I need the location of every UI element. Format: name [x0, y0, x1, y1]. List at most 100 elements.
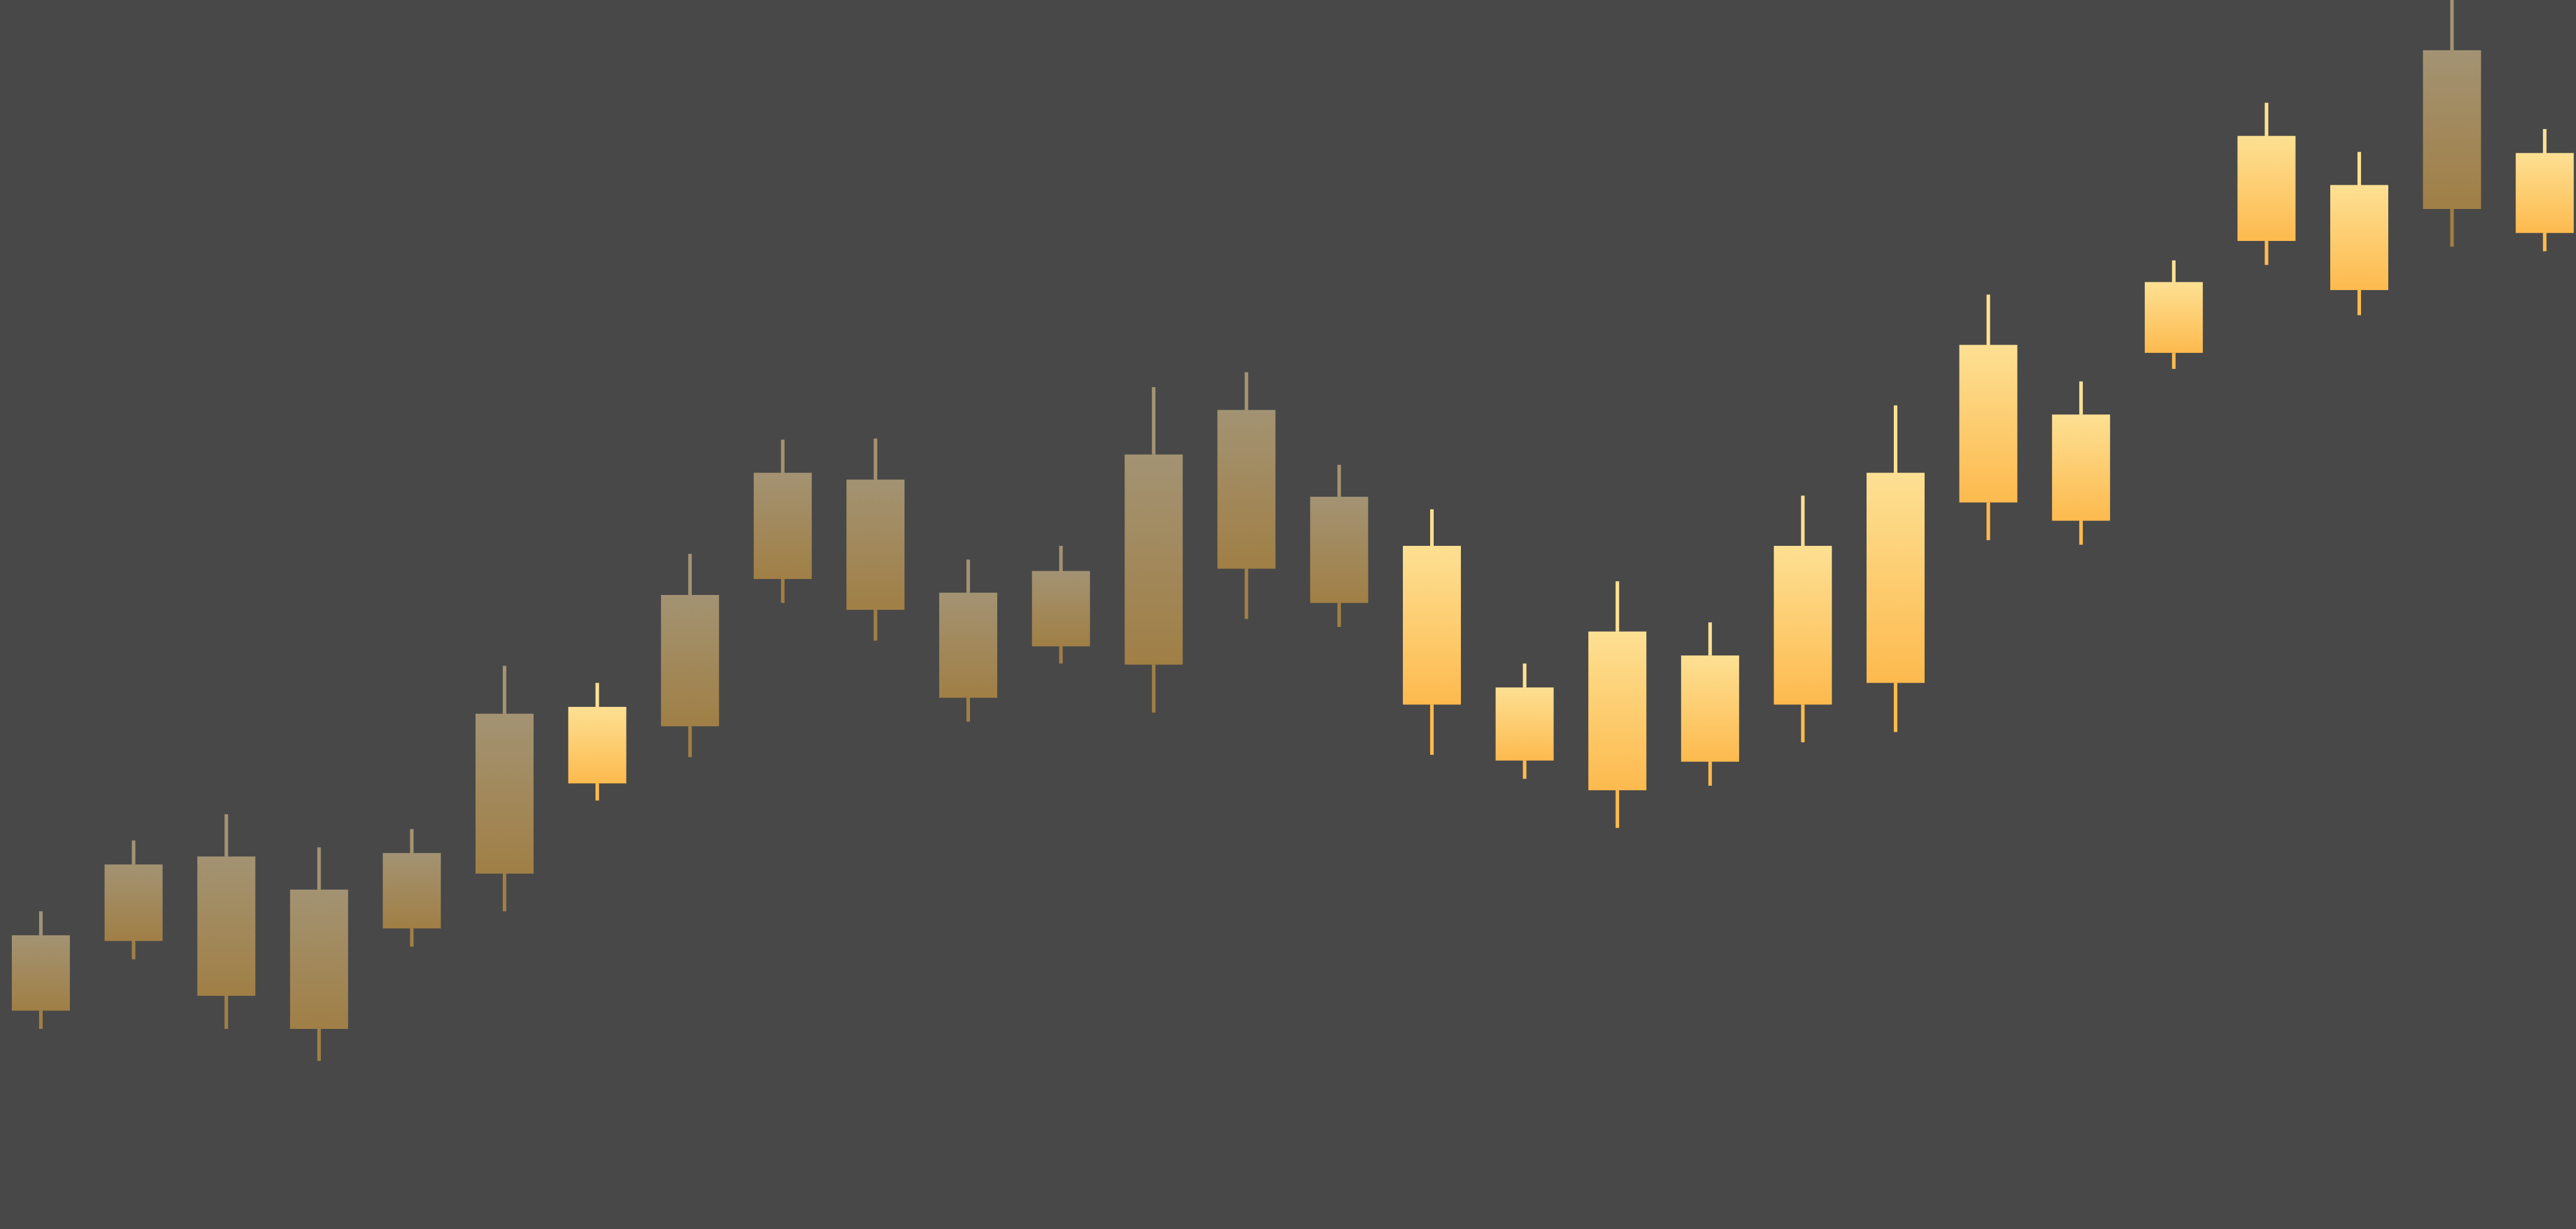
candle-upper-wick: [780, 439, 785, 473]
candle: [568, 683, 627, 801]
candle: [197, 814, 256, 1029]
candle-lower-wick: [1708, 761, 1712, 786]
candle: [104, 840, 163, 960]
candle-body: [2423, 50, 2481, 210]
candle-body: [1310, 497, 1369, 603]
candle: [1217, 372, 1276, 619]
candle: [2052, 381, 2111, 545]
candle: [661, 554, 720, 757]
candle: [2516, 128, 2574, 252]
candle-upper-wick: [131, 840, 136, 865]
candle-lower-wick: [1152, 664, 1156, 713]
candle-lower-wick: [1337, 603, 1341, 628]
candle: [1032, 546, 1090, 664]
candle-upper-wick: [1615, 581, 1620, 632]
candle-body: [104, 864, 163, 941]
candle: [1310, 465, 1369, 628]
candle-lower-wick: [410, 928, 414, 947]
candle-body: [2330, 185, 2388, 290]
candle-upper-wick: [873, 438, 878, 480]
candle-upper-wick: [224, 814, 229, 857]
candle-body: [939, 593, 997, 698]
candle-upper-wick: [966, 559, 970, 593]
candle: [1867, 405, 1925, 732]
candle-body: [661, 595, 720, 726]
candle: [2330, 152, 2388, 316]
candle-lower-wick: [1894, 683, 1897, 732]
candle-lower-wick: [1059, 646, 1063, 664]
candle-lower-wick: [503, 873, 506, 912]
candle-upper-wick: [2265, 102, 2269, 136]
candle: [383, 829, 441, 947]
candles-group: [12, 0, 2574, 1061]
candle-body: [476, 713, 534, 874]
candle-lower-wick: [2172, 353, 2176, 369]
candle-body: [2237, 136, 2296, 242]
candle: [1495, 663, 1554, 779]
candle-lower-wick: [1801, 704, 1805, 742]
candle-body: [1959, 345, 2018, 503]
candle: [939, 559, 997, 722]
candle-upper-wick: [688, 554, 692, 596]
candle-upper-wick: [1244, 372, 1248, 410]
candle-upper-wick: [595, 683, 599, 707]
candle: [1681, 622, 1739, 786]
candle-upper-wick: [1523, 663, 1527, 688]
candle-upper-wick: [1894, 405, 1897, 473]
candle: [1959, 294, 2018, 540]
candle-body: [1867, 472, 1925, 683]
candle-lower-wick: [2450, 209, 2454, 247]
candle-upper-wick: [2543, 128, 2547, 153]
candle-body: [290, 889, 348, 1029]
candle-body: [1588, 631, 1647, 790]
candle-body: [2144, 282, 2203, 353]
candle-lower-wick: [688, 726, 692, 757]
candle-lower-wick: [2543, 233, 2547, 252]
candle-upper-wick: [1986, 294, 1990, 345]
candle: [476, 665, 534, 912]
candle-lower-wick: [873, 610, 878, 641]
candle-upper-wick: [1337, 465, 1341, 497]
candle-upper-wick: [317, 847, 321, 890]
candle: [2237, 102, 2296, 265]
candle: [1774, 496, 1832, 742]
candle-lower-wick: [2079, 520, 2083, 545]
candle-lower-wick: [1615, 790, 1620, 828]
candle-upper-wick: [1430, 509, 1434, 546]
candle-upper-wick: [1152, 387, 1156, 455]
candle-lower-wick: [966, 697, 970, 722]
candle-lower-wick: [317, 1029, 321, 1061]
candle-body: [1032, 571, 1090, 646]
candle-upper-wick: [1801, 496, 1805, 546]
candle-upper-wick: [2357, 152, 2361, 185]
candle-body: [1681, 655, 1739, 762]
candle-body: [383, 852, 441, 929]
candle-lower-wick: [224, 996, 229, 1029]
candle-body: [753, 472, 812, 580]
candle-lower-wick: [2357, 289, 2361, 316]
candle-lower-wick: [780, 579, 785, 603]
candle-upper-wick: [2079, 381, 2083, 415]
candle: [12, 911, 70, 1029]
candle-upper-wick: [1059, 546, 1063, 571]
candle: [846, 438, 905, 641]
candle-upper-wick: [410, 829, 414, 853]
candle-body: [1495, 687, 1554, 761]
candle-lower-wick: [595, 783, 599, 801]
candle-lower-wick: [1244, 568, 1248, 619]
candle: [753, 439, 812, 603]
candle-lower-wick: [131, 941, 136, 960]
candle-body: [2516, 153, 2574, 233]
candle-lower-wick: [39, 1011, 43, 1029]
candle-body: [1403, 546, 1461, 705]
candle-upper-wick: [2450, 0, 2454, 50]
candle-lower-wick: [2265, 241, 2269, 265]
candle-lower-wick: [1986, 502, 1990, 540]
candle-body: [1125, 454, 1183, 665]
candle-body: [846, 480, 905, 610]
candle: [290, 847, 348, 1061]
candle: [1403, 509, 1461, 755]
candle-body: [568, 707, 627, 784]
candle: [1125, 387, 1183, 713]
